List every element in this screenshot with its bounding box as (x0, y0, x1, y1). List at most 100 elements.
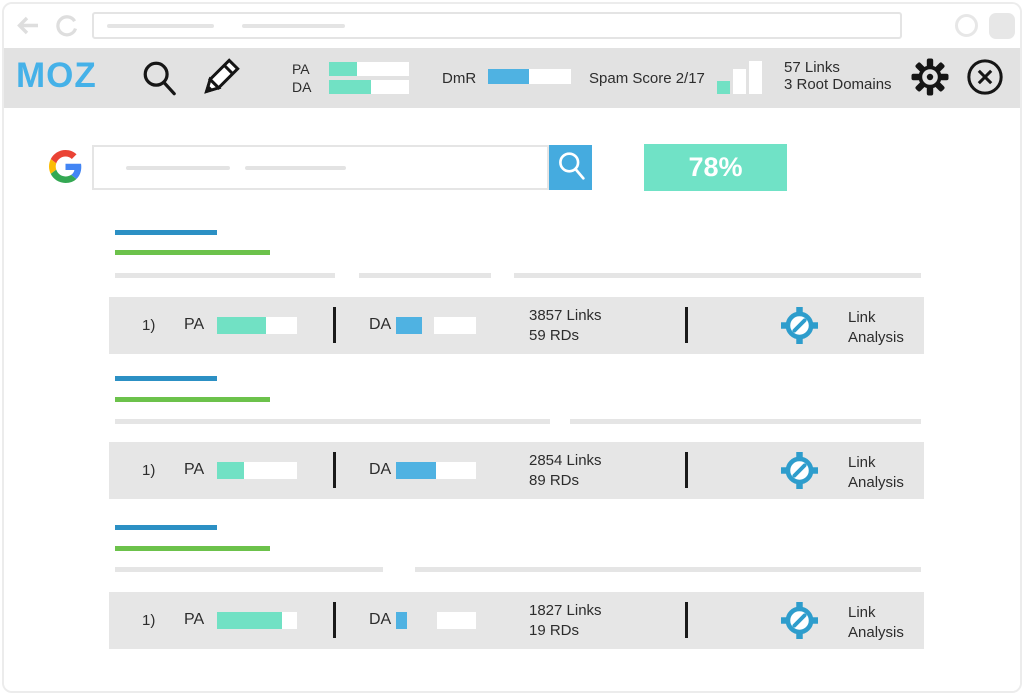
refresh-icon[interactable] (55, 14, 78, 42)
action-line: Analysis (848, 329, 904, 346)
link-analysis-icon (781, 602, 818, 644)
action-line: Link (848, 604, 876, 621)
pa-bar-fill (329, 62, 357, 76)
mozbar-metrics-row: 1) PA DA 3857 Links 59 RDs (109, 297, 924, 354)
links-count: 57 Links (784, 59, 840, 76)
links-count: 1827 Links (529, 602, 602, 619)
link-analysis-button[interactable]: Link Analysis (781, 307, 904, 349)
toolbar-pa-bar (329, 62, 409, 76)
divider (333, 307, 336, 343)
result-url-line (115, 397, 270, 402)
google-logo (49, 150, 82, 188)
search-icon[interactable] (140, 59, 178, 103)
row-pa-label: PA (184, 611, 205, 628)
link-analysis-button[interactable]: Link Analysis (781, 602, 904, 644)
url-placeholder-segment (107, 23, 214, 28)
result-title-line (115, 230, 217, 235)
row-da-bar (396, 612, 476, 629)
query-placeholder-segment (126, 165, 230, 170)
result-rank: 1) (142, 612, 156, 629)
close-icon[interactable] (966, 58, 1004, 101)
action-line: Link (848, 454, 876, 471)
result-snippet-lines (115, 419, 921, 424)
pa-bar-track (282, 612, 297, 629)
row-da-bar (396, 317, 476, 334)
mini-bar-chart-icon (717, 61, 762, 94)
divider (333, 602, 336, 638)
chart-bar-small (717, 81, 730, 94)
browser-topbar (4, 4, 1020, 48)
da-bar-track (371, 80, 409, 94)
moz-logo: MOZ (16, 56, 97, 95)
row-links-stats: 2854 Links 89 RDs (529, 451, 602, 491)
snippet-segment (415, 567, 921, 572)
page-score-badge: 78% (644, 144, 787, 191)
pencil-edit-icon[interactable] (198, 56, 242, 105)
divider (685, 602, 688, 638)
links-count: 2854 Links (529, 452, 602, 469)
dmr-bar-fill (488, 69, 529, 84)
da-bar-track (434, 317, 476, 334)
toolbar-links-summary: 57 Links 3 Root Domains (784, 59, 892, 93)
root-domains-count: 3 Root Domains (784, 76, 892, 93)
url-bar[interactable] (92, 12, 902, 39)
mozbar-metrics-row: 1) PA DA 2854 Links 89 RDs (109, 442, 924, 499)
pa-bar-track (244, 462, 297, 479)
link-analysis-icon (781, 307, 818, 349)
toolbar-dmr-bar (488, 69, 571, 84)
window-control-circle-icon[interactable] (955, 14, 978, 37)
pa-bar-track (266, 317, 297, 334)
row-pa-label: PA (184, 316, 205, 333)
search-submit-button[interactable] (549, 145, 592, 190)
links-count: 3857 Links (529, 307, 602, 324)
link-analysis-label: Link Analysis (848, 308, 904, 348)
da-bar-fill (396, 462, 436, 479)
search-input[interactable] (92, 145, 549, 190)
magnifier-icon (556, 150, 586, 185)
divider (333, 452, 336, 488)
da-bar-gap (407, 612, 437, 629)
row-pa-bar (217, 317, 297, 334)
link-analysis-button[interactable]: Link Analysis (781, 452, 904, 494)
toolbar-pa-da-labels: PA DA (292, 60, 311, 96)
window-control-square-icon[interactable] (989, 13, 1015, 39)
snippet-segment (115, 273, 335, 278)
snippet-segment (514, 273, 921, 278)
da-bar-fill (329, 80, 371, 94)
result-rank: 1) (142, 462, 156, 479)
action-line: Analysis (848, 474, 904, 491)
link-analysis-label: Link Analysis (848, 603, 904, 643)
snippet-segment (115, 567, 383, 572)
row-da-label: DA (369, 461, 392, 478)
row-links-stats: 1827 Links 19 RDs (529, 601, 602, 641)
row-links-stats: 3857 Links 59 RDs (529, 306, 602, 346)
query-placeholder-segment (245, 165, 346, 170)
da-bar-gap (422, 317, 434, 334)
pa-bar-fill (217, 317, 266, 334)
rds-count: 59 RDs (529, 327, 580, 344)
action-line: Analysis (848, 624, 904, 641)
mozbar-toolbar: MOZ PA DA (4, 48, 1020, 108)
divider (685, 307, 688, 343)
result-url-line (115, 546, 270, 551)
row-pa-bar (217, 462, 297, 479)
pa-bar-track (357, 62, 409, 76)
rds-count: 19 RDs (529, 622, 580, 639)
pa-bar-fill (217, 612, 282, 629)
chart-bar-tall (749, 61, 762, 94)
gear-icon[interactable] (910, 57, 950, 102)
result-snippet-lines (115, 273, 921, 278)
toolbar-da-bar (329, 80, 409, 94)
result-title-line (115, 376, 217, 381)
dmr-bar-track (529, 69, 571, 84)
link-analysis-label: Link Analysis (848, 453, 904, 493)
chart-bar-medium (733, 69, 746, 94)
back-icon[interactable] (16, 15, 40, 41)
snippet-segment (570, 419, 921, 424)
toolbar-pa-label: PA (292, 61, 310, 77)
da-bar-fill (396, 612, 407, 629)
result-url-line (115, 250, 270, 255)
row-da-bar (396, 462, 476, 479)
link-analysis-icon (781, 452, 818, 494)
